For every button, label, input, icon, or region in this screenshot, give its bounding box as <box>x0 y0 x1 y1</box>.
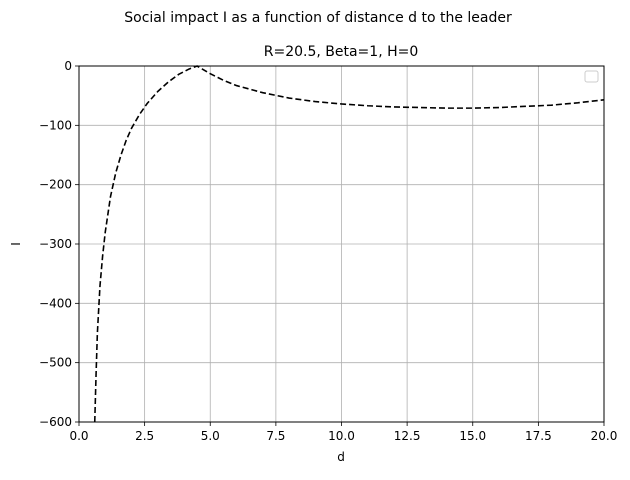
y-tick-label: −100 <box>39 118 72 132</box>
x-tick-label: 10.0 <box>328 429 355 443</box>
y-tick-label: −600 <box>39 415 72 429</box>
x-tick-label: 0.0 <box>69 429 88 443</box>
grid <box>78 65 605 423</box>
x-tick-label: 12.5 <box>394 429 421 443</box>
x-axis-label: d <box>337 450 345 464</box>
x-tick-label: 20.0 <box>591 429 618 443</box>
y-tick-label: −500 <box>39 356 72 370</box>
chart-suptitle: Social impact I as a function of distanc… <box>124 10 512 26</box>
ticks: 0.0 2.5 5.0 7.5 10.0 12.5 15.0 17.5 20.0 −600 −500… <box>39 59 617 443</box>
x-tick-label: 17.5 <box>525 429 552 443</box>
x-tick-label: 5.0 <box>201 429 220 443</box>
x-tick-label: 15.0 <box>459 429 486 443</box>
legend-box <box>584 70 599 83</box>
x-tick-label: 2.5 <box>135 429 154 443</box>
y-tick-label: −300 <box>39 237 72 251</box>
y-tick-label: 0 <box>64 59 72 73</box>
x-tick-label: 7.5 <box>266 429 285 443</box>
y-tick-label: −400 <box>39 296 72 310</box>
y-tick-label: −200 <box>39 178 72 192</box>
legend <box>584 70 599 83</box>
chart-title: R=20.5, Beta=1, H=0 <box>264 44 419 60</box>
y-axis-label: I <box>9 242 23 246</box>
